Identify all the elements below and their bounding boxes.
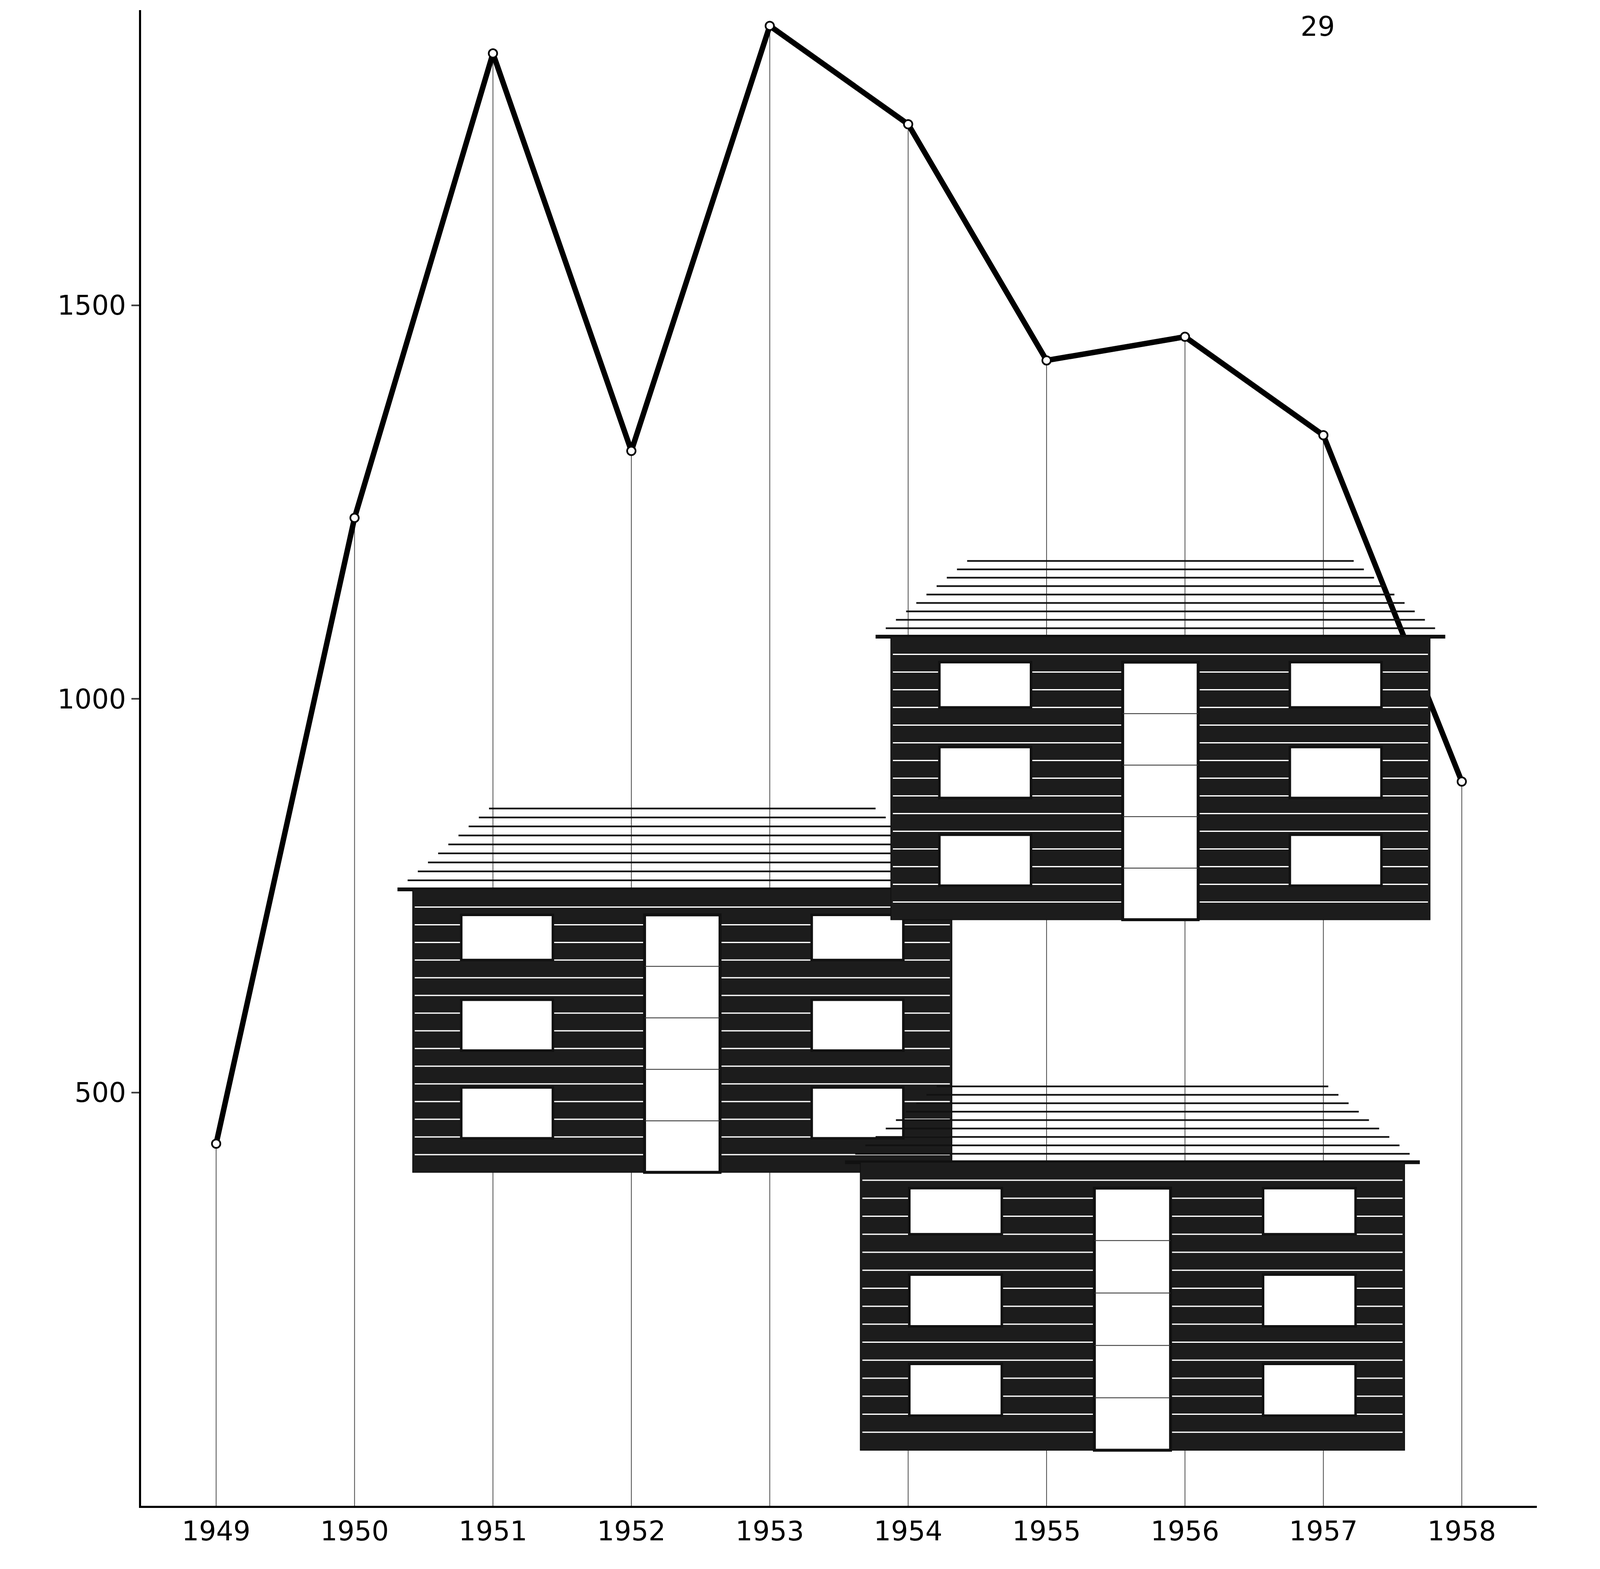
svg-text:29: 29 [1300, 10, 1335, 43]
svg-text:1000: 1000 [57, 683, 126, 715]
svg-text:1949: 1949 [181, 1515, 251, 1547]
svg-text:1958: 1958 [1427, 1515, 1496, 1547]
svg-text:1955: 1955 [1012, 1515, 1081, 1547]
svg-text:1957: 1957 [1289, 1515, 1358, 1547]
svg-text:1954: 1954 [873, 1515, 943, 1547]
svg-text:1953: 1953 [735, 1515, 805, 1547]
svg-text:1500: 1500 [57, 289, 126, 321]
svg-text:1951: 1951 [458, 1515, 528, 1547]
svg-text:1956: 1956 [1150, 1515, 1220, 1547]
svg-text:500: 500 [74, 1076, 126, 1109]
svg-text:1952: 1952 [597, 1515, 666, 1547]
svg-text:1950: 1950 [320, 1515, 389, 1547]
